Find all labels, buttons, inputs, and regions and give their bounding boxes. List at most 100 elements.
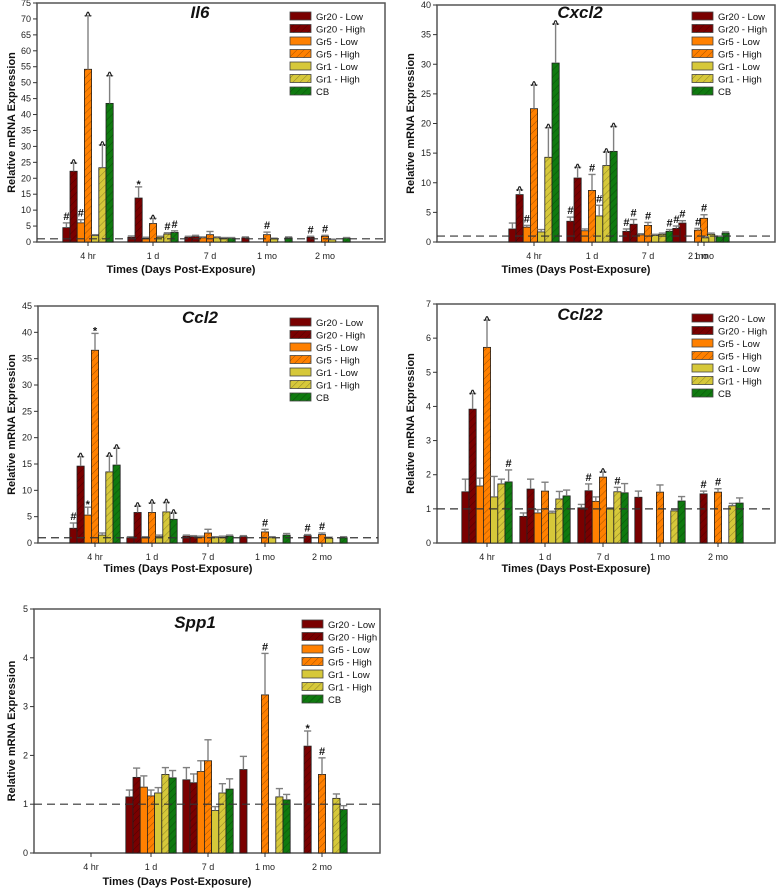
legend-label: Gr1 - Low: [718, 62, 760, 73]
bar: [211, 810, 220, 854]
significance-mark: #: [623, 217, 629, 229]
bar-hatch: [275, 796, 283, 853]
bar-hatch: [105, 471, 113, 543]
significance-mark: #: [589, 162, 595, 174]
bar: [62, 227, 71, 243]
bar-hatch: [497, 483, 505, 543]
significance-mark: #: [701, 203, 707, 215]
y-tick-label: 20: [421, 119, 431, 129]
y-tick-label: 60: [21, 46, 31, 56]
significance-mark: ^: [113, 443, 120, 455]
bar-hatch: [226, 536, 234, 543]
bar-hatch: [644, 225, 652, 242]
bar-hatch: [169, 777, 177, 853]
legend-label: Gr1 - High: [718, 377, 762, 388]
y-tick-label: 30: [421, 59, 431, 69]
bar: [127, 236, 136, 243]
bar-hatch: [332, 798, 340, 853]
y-tick-label: 45: [21, 94, 31, 104]
legend-label: Gr1 - High: [718, 75, 762, 86]
bar-hatch: [135, 198, 143, 242]
significance-mark: *: [93, 325, 98, 337]
bar-hatch: [190, 536, 198, 543]
bar-hatch: [304, 535, 312, 543]
y-tick-label: 55: [21, 62, 31, 72]
y-tick-label: 40: [21, 110, 31, 120]
y-tick-label: 2: [23, 750, 28, 760]
significance-mark: #: [78, 208, 84, 220]
legend-swatch: [289, 36, 312, 46]
legend-label: Gr20 - Low: [328, 620, 375, 631]
legend-swatch-hatch: [692, 376, 713, 385]
legend-label: Gr20 - Low: [316, 318, 363, 329]
legend-label: Gr5 - Low: [316, 343, 358, 354]
significance-mark: *: [136, 179, 141, 191]
bar-hatch: [171, 232, 179, 242]
bar-hatch: [113, 465, 121, 543]
significance-mark: #: [524, 213, 530, 225]
legend-swatch-hatch: [692, 87, 713, 95]
bar-hatch: [283, 535, 291, 543]
x-tick-label: 1 mo: [255, 552, 275, 562]
legend-label: Gr5 - Low: [718, 339, 760, 350]
significance-mark: ^: [552, 19, 559, 31]
y-tick-label: 3: [426, 436, 431, 446]
legend-swatch-hatch: [290, 380, 311, 389]
chart-title: Il6: [191, 3, 210, 22]
legend-label: Gr20 - High: [718, 327, 767, 338]
y-tick-label: 4: [23, 653, 28, 663]
significance-mark: #: [322, 223, 328, 235]
bar-hatch: [283, 799, 291, 853]
bar-hatch: [722, 233, 730, 242]
bar: [490, 496, 499, 544]
bar-hatch: [218, 537, 226, 543]
significance-mark: #: [695, 216, 701, 228]
bar-hatch: [736, 503, 744, 543]
y-tick-label: 10: [22, 485, 32, 495]
chart-title: Ccl22: [557, 305, 603, 324]
legend-swatch: [691, 36, 714, 46]
y-tick-label: 4: [426, 401, 431, 411]
x-tick-label: 7 d: [642, 251, 655, 261]
legend-label: CB: [316, 393, 329, 404]
bar-hatch: [630, 224, 638, 242]
chart-panel-il6: 0 5 10 15 20 25 30 35 40 45 50 55 60 65 70 75 Relative m…: [6, 0, 386, 276]
y-tick-label: 5: [27, 512, 32, 522]
legend-swatch-hatch: [290, 355, 311, 364]
y-tick-label: 70: [21, 14, 31, 24]
bar-hatch: [318, 774, 326, 853]
bar-hatch: [483, 347, 491, 543]
legend-swatch: [691, 61, 714, 71]
bar-hatch: [77, 466, 85, 543]
bar-hatch: [552, 63, 560, 242]
x-tick-label: 2 mo: [688, 251, 708, 261]
significance-mark: ^: [70, 158, 77, 170]
legend-label: Gr5 - Low: [316, 37, 358, 48]
bar: [140, 537, 149, 544]
significance-mark: *: [305, 723, 310, 735]
legend-swatch-hatch: [302, 657, 323, 666]
y-tick-label: 10: [421, 178, 431, 188]
bar: [156, 236, 165, 243]
significance-mark: ^: [531, 80, 538, 92]
x-tick-label: 2 mo: [708, 552, 728, 562]
bar-hatch: [204, 760, 212, 853]
bar-hatch: [106, 103, 114, 242]
significance-mark: #: [308, 224, 314, 236]
bar-hatch: [134, 512, 142, 543]
legend-swatch: [301, 669, 324, 679]
chart-panel-ccl2: 0 5 10 15 20 25 30 35 40 45 Relative mRNA Expressi…: [6, 301, 379, 575]
significance-mark: #: [172, 219, 178, 231]
significance-mark: ^: [610, 121, 617, 133]
bar-hatch: [226, 789, 234, 853]
chart-title: Spp1: [174, 613, 216, 632]
y-tick-label: 20: [22, 433, 32, 443]
y-tick-label: 50: [21, 78, 31, 88]
significance-mark: #: [645, 210, 651, 222]
bar-hatch: [588, 190, 596, 242]
bar: [268, 537, 277, 544]
significance-mark: ^: [516, 185, 523, 197]
legend-label: Gr1 - Low: [718, 364, 760, 375]
